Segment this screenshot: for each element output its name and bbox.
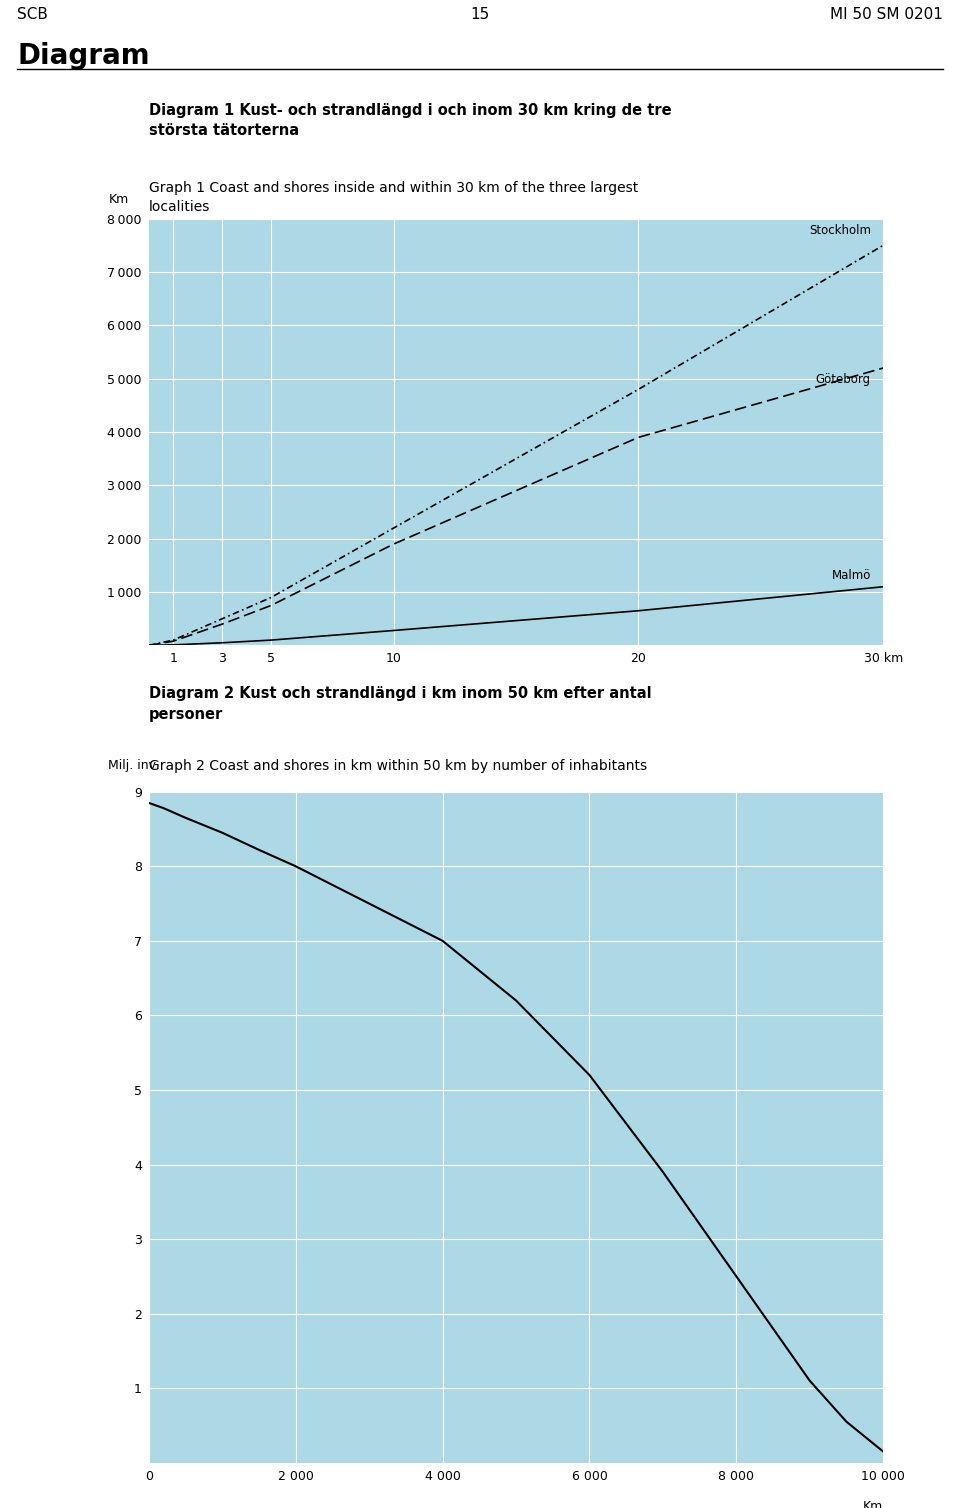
Text: Malmö: Malmö <box>831 570 871 582</box>
Text: SCB: SCB <box>17 6 48 21</box>
Text: Km: Km <box>863 1499 883 1508</box>
Text: MI 50 SM 0201: MI 50 SM 0201 <box>829 6 943 21</box>
Text: Diagram: Diagram <box>17 42 150 71</box>
Text: Göteborg: Göteborg <box>816 374 871 386</box>
Text: 15: 15 <box>470 6 490 21</box>
Text: Diagram 1 Kust- och strandlängd i och inom 30 km kring de tre
största tätorterna: Diagram 1 Kust- och strandlängd i och in… <box>149 103 671 137</box>
Text: Stockholm: Stockholm <box>809 225 871 237</box>
Text: Km: Km <box>108 193 129 207</box>
Text: Graph 2 Coast and shores in km within 50 km by number of inhabitants: Graph 2 Coast and shores in km within 50… <box>149 759 647 772</box>
Text: Graph 1 Coast and shores inside and within 30 km of the three largest
localities: Graph 1 Coast and shores inside and with… <box>149 181 638 214</box>
Text: Milj. inv: Milj. inv <box>108 759 156 772</box>
Text: Diagram 2 Kust och strandlängd i km inom 50 km efter antal
personer: Diagram 2 Kust och strandlängd i km inom… <box>149 686 652 721</box>
